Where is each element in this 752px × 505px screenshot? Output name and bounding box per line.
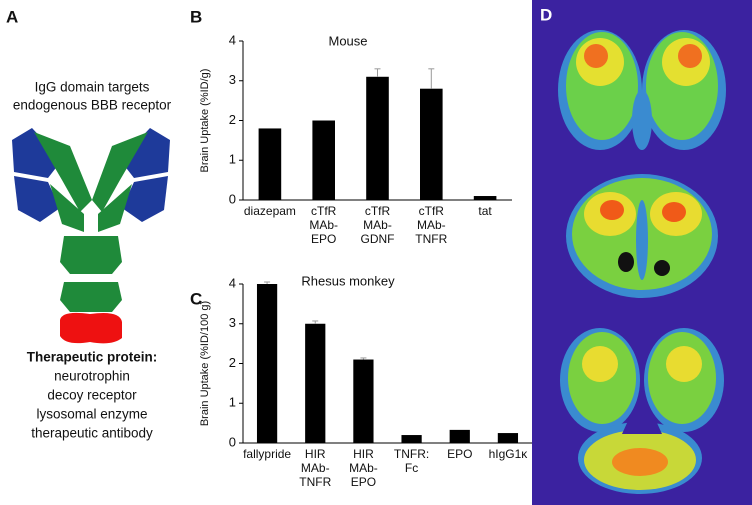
y-axis-label: Brain Uptake (%ID/100 g) <box>199 301 211 426</box>
y-tick-label: 3 <box>229 72 236 87</box>
x-tick-label: TNFR: <box>394 447 429 461</box>
x-tick-label: cTfR <box>419 204 445 218</box>
x-tick-label: MAb- <box>363 218 392 232</box>
x-tick-label: fallypride <box>243 447 291 461</box>
x-tick-label: GDNF <box>361 232 395 246</box>
panel-label: A <box>6 7 18 26</box>
bar <box>420 88 443 200</box>
x-tick-label: EPO <box>447 447 472 461</box>
x-tick-label: tat <box>478 204 492 218</box>
bar <box>305 323 326 443</box>
protein-item: therapeutic antibody <box>31 426 153 441</box>
x-tick-label: HIR <box>353 447 374 461</box>
y-tick-label: 3 <box>229 315 236 330</box>
x-tick-label: MAb- <box>349 461 378 475</box>
y-tick-label: 1 <box>229 152 236 167</box>
bar <box>497 433 519 443</box>
bar <box>473 196 497 200</box>
bar <box>401 435 422 443</box>
protein-title: Therapeutic protein: <box>27 350 158 365</box>
x-tick-label: Fc <box>405 461 418 475</box>
x-tick-label: HIR <box>305 447 326 461</box>
antibody-diagram <box>12 128 170 344</box>
bar <box>256 284 278 443</box>
y-tick-label: 2 <box>229 112 236 127</box>
panel-label: C <box>190 289 202 308</box>
x-tick-label: TNFR <box>415 232 447 246</box>
x-tick-label: MAb- <box>309 218 338 232</box>
x-tick-label: EPO <box>351 475 376 489</box>
x-tick-label: hIgG1κ <box>489 447 529 461</box>
y-tick-label: 2 <box>229 355 236 370</box>
x-tick-label: cTfR <box>311 204 337 218</box>
bar <box>449 429 470 443</box>
y-tick-label: 4 <box>229 32 236 47</box>
x-tick-label: diazepam <box>244 204 296 218</box>
panel-label: D <box>540 5 552 24</box>
protein-item: decoy receptor <box>47 388 137 403</box>
x-tick-label: cTfR <box>365 204 391 218</box>
chart-title: Rhesus monkey <box>301 273 395 288</box>
bar <box>353 359 374 443</box>
chart-title: Mouse <box>328 33 367 48</box>
y-tick-label: 1 <box>229 395 236 410</box>
x-tick-label: MAb- <box>301 461 330 475</box>
y-axis-label: Brain Uptake (%ID/g) <box>199 69 211 173</box>
target-text: endogenous BBB receptor <box>13 98 172 113</box>
y-tick-label: 0 <box>229 191 236 206</box>
x-tick-label: TNFR <box>299 475 331 489</box>
x-tick-label: EPO <box>311 232 336 246</box>
protein-item: neurotrophin <box>54 369 130 384</box>
y-tick-label: 4 <box>229 275 236 290</box>
brain-images <box>558 30 726 494</box>
protein-item: lysosomal enzyme <box>36 407 147 422</box>
bar <box>258 128 282 200</box>
bar <box>366 76 389 200</box>
x-tick-label: MAb- <box>417 218 446 232</box>
bar <box>312 120 335 200</box>
target-text: IgG domain targets <box>35 80 150 95</box>
y-tick-label: 0 <box>229 434 236 449</box>
panel-label: B <box>190 7 202 26</box>
